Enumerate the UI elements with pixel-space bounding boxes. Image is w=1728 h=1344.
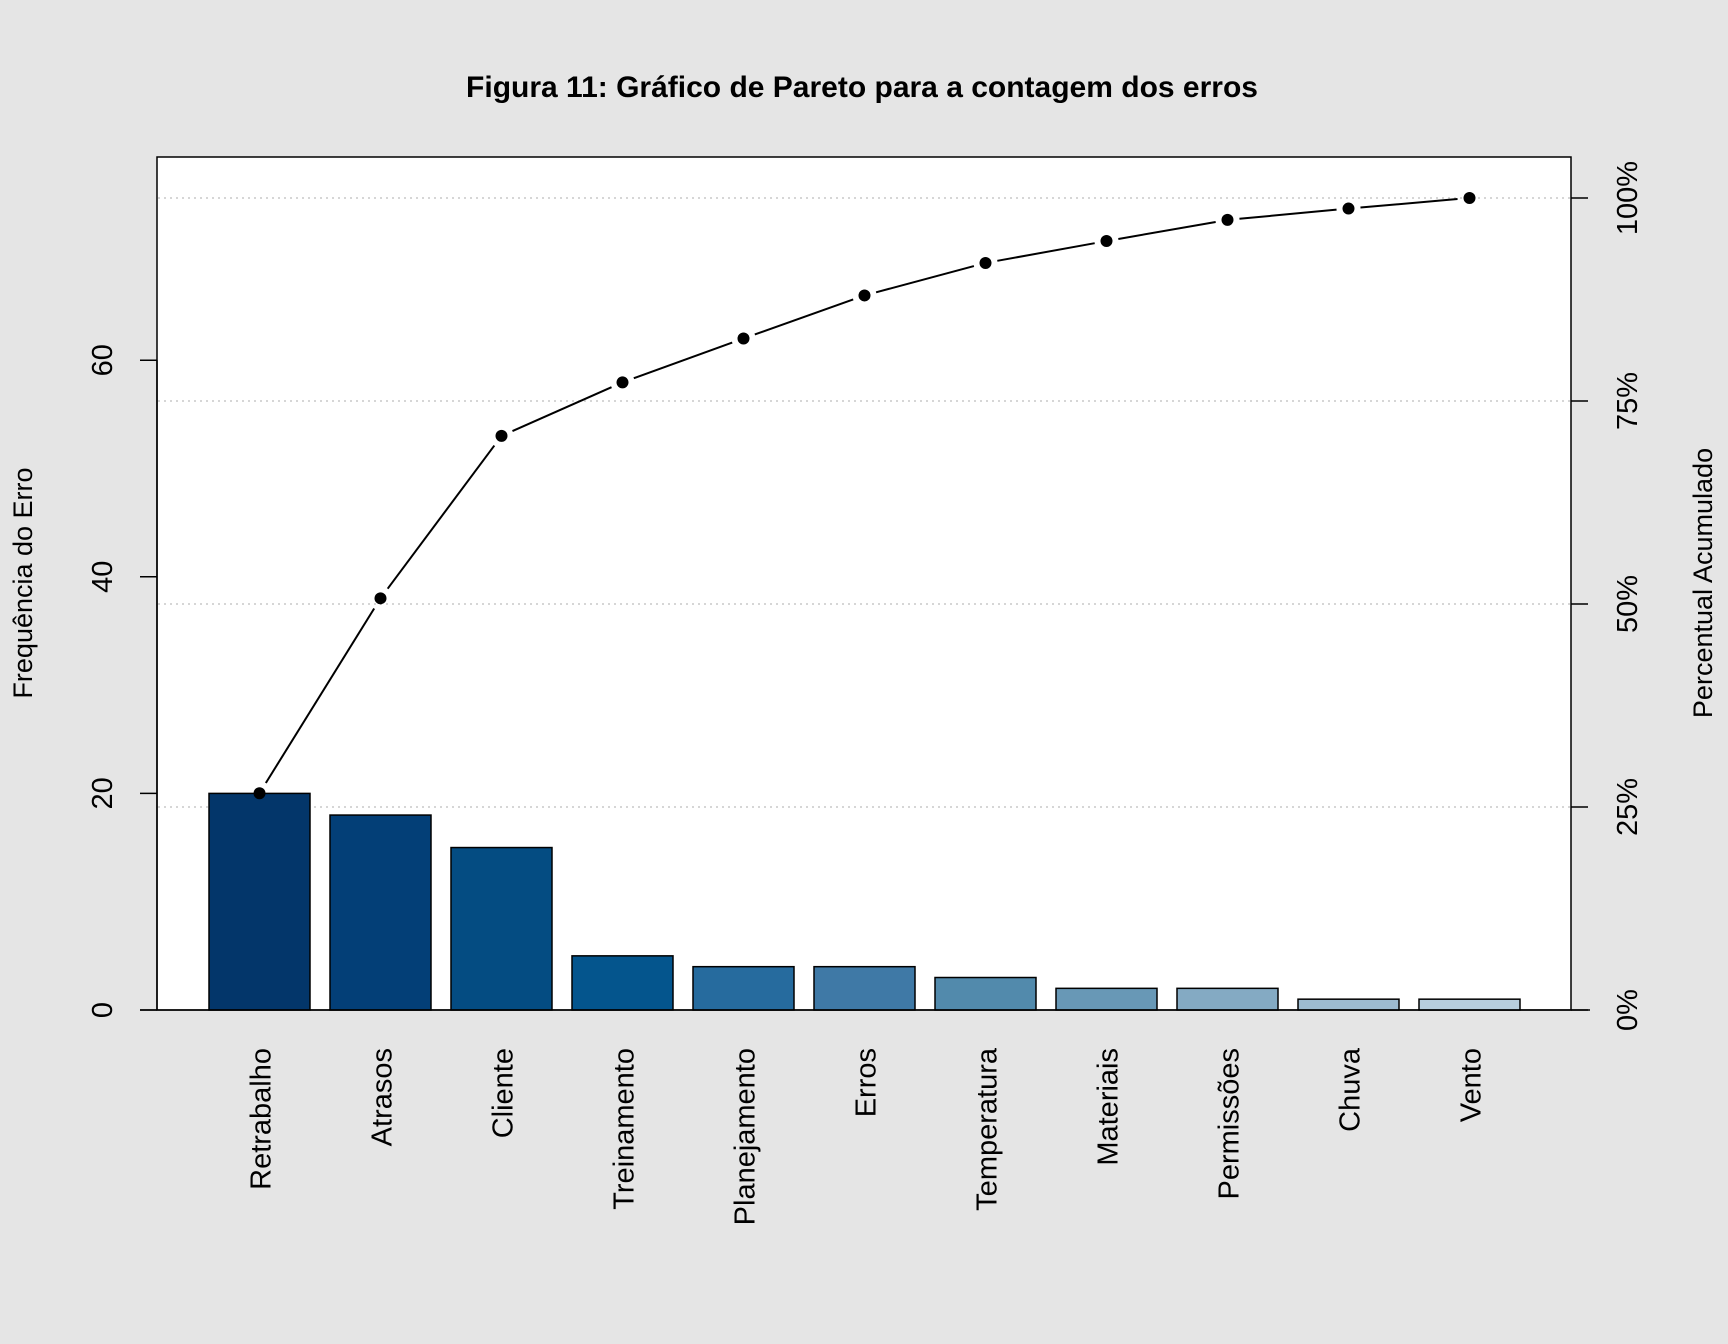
y2-tick-label: 50% bbox=[1612, 575, 1644, 633]
bar bbox=[813, 965, 916, 1011]
cumulative-point bbox=[1342, 202, 1355, 215]
x-tick-label: Permissões bbox=[1214, 1048, 1246, 1200]
cumulative-segment bbox=[1118, 221, 1216, 240]
bar bbox=[1297, 998, 1400, 1011]
cumulative-segment bbox=[386, 444, 496, 590]
cumulative-point bbox=[374, 592, 387, 605]
x-tick-label: Atrasos bbox=[367, 1048, 399, 1146]
x-tick-label: Chuva bbox=[1335, 1047, 1367, 1132]
cumulative-segment bbox=[633, 341, 733, 380]
grid-lines bbox=[158, 197, 1570, 808]
bar bbox=[1418, 998, 1521, 1011]
y2-tick-label: 25% bbox=[1612, 778, 1644, 836]
cumulative-point bbox=[979, 256, 992, 269]
x-axis-labels: Retrabalho Atrasos Cliente Treinamento Plane… bbox=[246, 1047, 1488, 1225]
y-tick-label: 20 bbox=[87, 777, 119, 809]
bars bbox=[208, 792, 1521, 1011]
bar bbox=[329, 814, 432, 1011]
y2-tick-label: 100% bbox=[1612, 161, 1644, 235]
y2-tick-label: 75% bbox=[1612, 372, 1644, 430]
y2-axis: 0% 25% 50% 75% 100% bbox=[1571, 161, 1644, 1031]
cumulative-segment bbox=[264, 607, 376, 784]
bar bbox=[1055, 987, 1158, 1011]
cumulative-point bbox=[616, 376, 629, 389]
y2-tick-label: 0% bbox=[1612, 989, 1644, 1031]
cumulative-segment bbox=[512, 386, 612, 432]
chart-title: Figura 11: Gráfico de Pareto para a cont… bbox=[466, 71, 1258, 104]
cumulative-point bbox=[858, 289, 871, 302]
cumulative-line bbox=[253, 192, 1476, 800]
cumulative-segment bbox=[754, 298, 854, 336]
y-axis: 0 20 40 60 bbox=[87, 344, 1590, 1018]
y-axis-label: Frequência do Erro bbox=[8, 467, 38, 698]
bar bbox=[692, 965, 795, 1011]
x-tick-label: Retrabalho bbox=[246, 1048, 278, 1190]
bar bbox=[1176, 987, 1279, 1011]
cumulative-point bbox=[253, 787, 266, 800]
x-tick-label: Temperatura bbox=[972, 1047, 1004, 1211]
bar bbox=[208, 792, 311, 1011]
y2-axis-label: Percentual Acumulado bbox=[1688, 448, 1718, 718]
x-tick-label: Materiais bbox=[1093, 1048, 1125, 1166]
x-tick-label: Planejamento bbox=[730, 1048, 762, 1225]
y-tick-label: 0 bbox=[87, 1002, 119, 1018]
x-tick-label: Cliente bbox=[488, 1048, 520, 1138]
x-tick-label: Erros bbox=[851, 1048, 883, 1117]
cumulative-segment bbox=[1239, 208, 1337, 220]
y-tick-label: 60 bbox=[87, 344, 119, 376]
cumulative-segment bbox=[997, 242, 1095, 262]
cumulative-point bbox=[737, 332, 750, 345]
bar bbox=[571, 955, 674, 1011]
cumulative-segment bbox=[875, 265, 975, 294]
bar bbox=[934, 976, 1037, 1011]
x-tick-label: Treinamento bbox=[609, 1048, 641, 1210]
cumulative-point bbox=[495, 429, 508, 442]
cumulative-point bbox=[1100, 235, 1113, 248]
bar bbox=[450, 846, 553, 1011]
cumulative-point bbox=[1221, 213, 1234, 226]
y-tick-label: 40 bbox=[87, 561, 119, 593]
cumulative-segment bbox=[1360, 198, 1458, 209]
x-tick-label: Vento bbox=[1456, 1048, 1488, 1122]
cumulative-point bbox=[1463, 192, 1476, 204]
